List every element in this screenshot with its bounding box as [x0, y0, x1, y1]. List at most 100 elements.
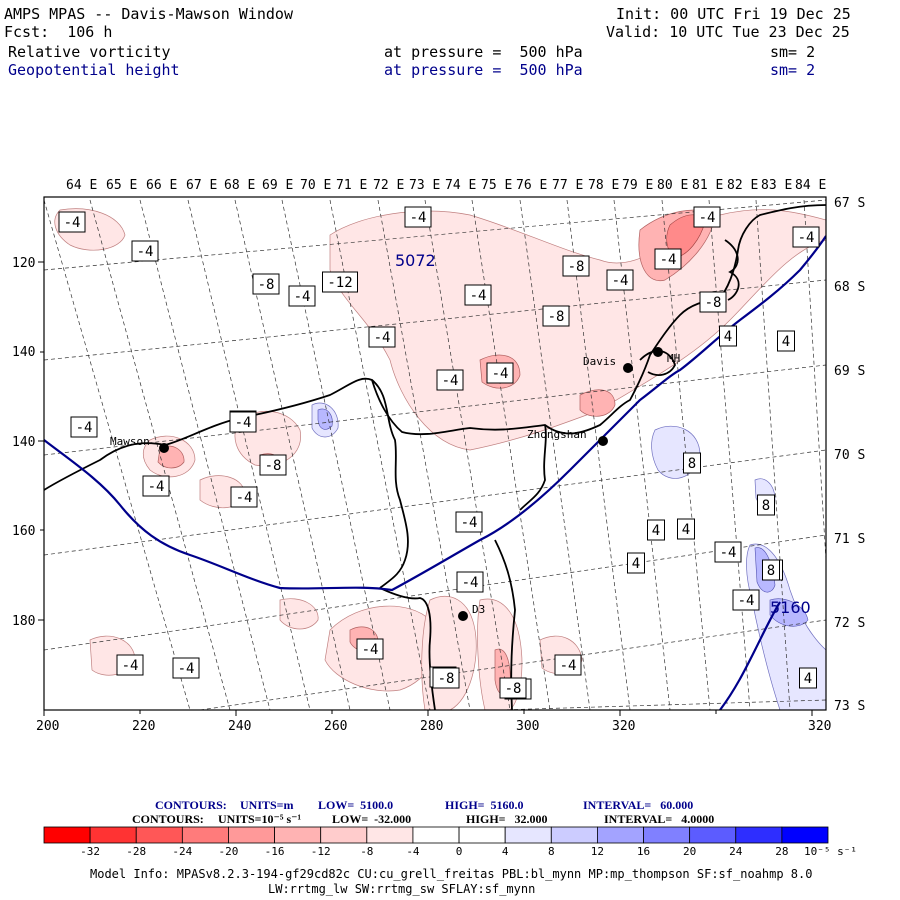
lat-label: 70 S: [834, 448, 865, 463]
x-tick-label: 300: [516, 719, 539, 734]
colorbar-label: -16: [265, 845, 285, 858]
vorticity-contour-label: -4: [436, 369, 464, 391]
lon-label: 82 E: [727, 178, 758, 193]
colorbar-label: -28: [126, 845, 146, 858]
vorticity-contour-label: -4: [142, 475, 170, 497]
colorbar-swatch: [181, 826, 229, 844]
svg-text:-4: -4: [294, 289, 311, 305]
lon-label: 71 E: [336, 178, 367, 193]
colorbar-swatch: [504, 826, 552, 844]
vorticity-contour-units: UNITS=10⁻⁵ s⁻¹: [218, 812, 302, 826]
vorticity-contour-label: -4: [356, 638, 384, 660]
mawson-station-marker: [159, 443, 169, 453]
vorticity-contour-label: 4: [799, 667, 817, 689]
mawson-label: Mawson: [110, 435, 150, 448]
svg-text:8: 8: [767, 563, 775, 579]
lon-label: 73 E: [409, 178, 440, 193]
lon-label: 68 E: [224, 178, 255, 193]
field-2-pressure: at pressure = 500 hPa: [384, 61, 583, 79]
lon-label: 83 E: [761, 178, 792, 193]
lon-label: 66 E: [146, 178, 177, 193]
vorticity-contour-label: -4: [58, 211, 86, 233]
colorbar-swatch: [274, 826, 322, 844]
coastline: [44, 204, 826, 710]
height-label-5160: 5160: [770, 598, 811, 617]
svg-text:-8: -8: [548, 309, 565, 325]
svg-text:-4: -4: [462, 575, 479, 591]
vorticity-contour-label: -4: [172, 657, 200, 679]
geopotential-height-contours: [44, 235, 826, 710]
svg-text:-4: -4: [699, 210, 716, 226]
svg-text:4: 4: [652, 523, 660, 539]
field-1-pressure: at pressure = 500 hPa: [384, 43, 583, 61]
colorbar-swatch: [135, 826, 183, 844]
svg-text:4: 4: [682, 522, 690, 538]
map-area: Mawson Davis Zhongshan MH D3 5072 5160 -…: [44, 199, 826, 710]
lon-label: 67 E: [186, 178, 217, 193]
colorbar-label: -20: [219, 845, 239, 858]
svg-text:-4: -4: [461, 515, 478, 531]
lon-label: 75 E: [481, 178, 512, 193]
svg-text:-8: -8: [568, 259, 585, 275]
vorticity-contour-label: -8: [259, 454, 287, 476]
colorbar-swatch: [550, 826, 598, 844]
svg-text:4: 4: [632, 556, 640, 572]
colorbar-label: 8: [548, 845, 555, 858]
svg-text:-8: -8: [705, 295, 722, 311]
vorticity-contour-label: -8: [562, 255, 590, 277]
colorbar-swatch: [43, 826, 91, 844]
vorticity-contour-label: -4: [606, 269, 634, 291]
lon-label: 78 E: [588, 178, 619, 193]
svg-text:-4: -4: [442, 373, 459, 389]
vorticity-contour-label: -4: [70, 416, 98, 438]
vorticity-contour-label: -12: [322, 271, 358, 293]
vorticity-contour-high: HIGH= 32.000: [466, 812, 548, 826]
svg-text:-4: -4: [612, 273, 629, 289]
lon-label: 74 E: [445, 178, 476, 193]
colorbar-swatch: [597, 826, 644, 844]
vorticity-contour-label: -4: [693, 206, 721, 228]
svg-text:8: 8: [762, 498, 770, 514]
colorbar-label: -4: [406, 845, 420, 858]
x-tick-label: 200: [36, 719, 59, 734]
vorticity-contour-labels: -4-4-4 -4-4-8-4-12-8 -4-4-4-8-4-8-4 -4-4 -4-…: [58, 206, 820, 700]
lat-label: 69 S: [834, 364, 865, 379]
svg-text:-4: -4: [76, 420, 93, 436]
colorbar-swatch: [458, 826, 506, 844]
lon-label: 76 E: [516, 178, 547, 193]
colorbar-label: 12: [591, 845, 604, 858]
vorticity-contour-label: -4: [792, 226, 820, 248]
svg-text:-4: -4: [798, 230, 815, 246]
colorbar-swatch: [366, 826, 414, 844]
vorticity-contour-label: 4: [777, 330, 795, 352]
svg-text:-8: -8: [505, 681, 522, 697]
y-tick-label: 180: [12, 614, 35, 629]
colorbar-swatch: [89, 826, 137, 844]
height-label-5072: 5072: [395, 251, 436, 270]
svg-text:-4: -4: [362, 642, 379, 658]
vorticity-contour-interval: INTERVAL= 4.0000: [604, 812, 715, 826]
vorticity-contour-label: -4: [230, 486, 258, 508]
svg-text:-4: -4: [410, 210, 427, 226]
vorticity-contour-label: -4: [229, 411, 257, 433]
vorticity-contour-label: -4: [732, 589, 760, 611]
zhongshan-label: Zhongshan: [527, 428, 587, 441]
svg-text:-12: -12: [327, 275, 352, 291]
vorticity-contour-label: -4: [288, 285, 316, 307]
svg-text:-4: -4: [720, 545, 737, 561]
y-tick-label: 160: [12, 524, 35, 539]
x-tick-label: 240: [228, 719, 251, 734]
colorbar-label: -32: [80, 845, 100, 858]
vorticity-contour-label: 8: [757, 494, 775, 516]
svg-text:-4: -4: [235, 415, 252, 431]
lon-label: 65 E: [106, 178, 137, 193]
svg-text:-4: -4: [470, 288, 487, 304]
colorbar-label: 20: [683, 845, 696, 858]
init-time: Init: 00 UTC Fri 19 Dec 25: [616, 5, 851, 23]
d3-station-marker: [458, 611, 468, 621]
x-tick-label: 280: [420, 719, 443, 734]
lon-label: 79 E: [622, 178, 653, 193]
vorticity-contour-label: -4: [455, 511, 483, 533]
svg-text:8: 8: [688, 456, 696, 472]
colorbar-swatch: [689, 826, 737, 844]
